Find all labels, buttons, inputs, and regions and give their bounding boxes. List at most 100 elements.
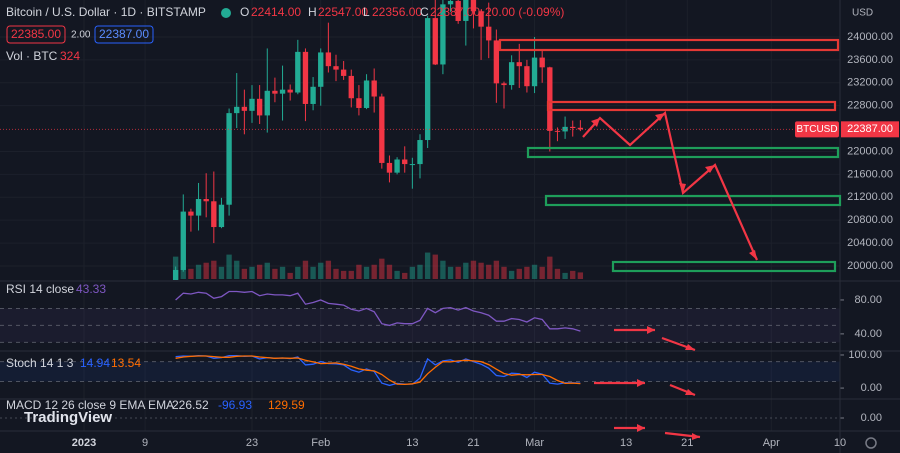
candle-body	[272, 90, 278, 94]
candle-body	[234, 106, 240, 114]
candle-body	[531, 57, 538, 87]
volume-bar	[386, 264, 393, 279]
volume-bar	[363, 266, 370, 279]
ask-box[interactable]	[94, 25, 154, 44]
x-tick-label: 21	[681, 437, 693, 449]
volume-bar	[241, 268, 248, 279]
volume-bar	[570, 270, 576, 279]
volume-bar	[287, 272, 293, 279]
volume-bar	[295, 266, 301, 279]
candle-body	[264, 90, 270, 116]
candle-body	[447, 0, 454, 5]
volume-bar	[211, 260, 217, 279]
y-tick-label: 23200.00	[847, 77, 893, 89]
candle-body	[172, 269, 179, 280]
candle-body	[463, 0, 469, 21]
bid-box[interactable]	[6, 25, 66, 44]
candle-body	[478, 11, 484, 27]
volume-bar	[402, 272, 408, 279]
candle-body	[287, 89, 293, 93]
indicator-panes	[0, 290, 844, 419]
x-tick-label: 13	[620, 437, 632, 449]
y-tick-label: 20800.00	[847, 214, 893, 226]
candle-body	[424, 18, 431, 141]
x-tick-label: 2023	[72, 437, 96, 449]
candle-body	[180, 211, 186, 270]
candle-body	[310, 86, 316, 104]
rsi-title: RSI 14 close	[6, 282, 74, 296]
candle-body	[241, 106, 248, 111]
drawings	[498, 38, 842, 440]
candle-body	[318, 52, 324, 87]
rsi-value: 43.33	[76, 282, 106, 296]
candle-body	[486, 26, 492, 41]
candle-body	[508, 62, 515, 86]
stoch-value: 13.54	[111, 356, 141, 370]
candle-body	[356, 98, 362, 108]
volume-bar	[547, 256, 553, 279]
market-status[interactable]	[221, 8, 231, 18]
volume-bar	[302, 260, 309, 279]
volume-bar	[440, 260, 446, 279]
macd-value: 129.59	[268, 398, 305, 412]
candle-body	[394, 159, 400, 173]
macd-value: -96.93	[218, 398, 252, 412]
candle-body	[195, 198, 202, 216]
candle-body	[386, 162, 393, 173]
candle-body	[501, 83, 507, 86]
volume-bar	[539, 266, 545, 279]
zone-box	[611, 260, 837, 273]
price-pane	[0, 0, 840, 280]
x-tick-label: Mar	[525, 437, 544, 449]
change: +20.00 (-0.09%)	[478, 5, 564, 19]
candle-body	[295, 51, 301, 93]
volume-bar	[447, 266, 454, 279]
x-tick-label: 13	[406, 437, 418, 449]
candle-body	[516, 62, 522, 67]
y-tick-label: 22800.00	[847, 100, 893, 112]
volume-bar	[218, 266, 225, 279]
volume-bar	[333, 268, 339, 279]
macd-value: -226.52	[168, 398, 209, 412]
symbol-tag-text: BTCUSD	[796, 124, 837, 135]
stoch-title: Stoch 14 1 3	[6, 356, 74, 370]
volume-bar	[325, 260, 332, 279]
volume-bar	[432, 254, 438, 279]
y-tick-label: 21200.00	[847, 191, 893, 203]
ohlc-key: O	[240, 5, 249, 19]
zone-box	[526, 146, 840, 159]
volume-bar	[188, 268, 194, 279]
volume-bar	[226, 254, 232, 279]
y-tick-label: 22000.00	[847, 145, 893, 157]
rsi-line	[175, 290, 581, 332]
volume-bar	[455, 266, 461, 279]
candle-body	[402, 159, 408, 165]
chart-title: Bitcoin / U.S. Dollar · 1D · BITSTAMP	[6, 5, 206, 19]
candle-body	[218, 204, 225, 228]
volume-bar	[493, 260, 500, 279]
zone-box	[498, 38, 840, 52]
candle-body	[348, 75, 354, 99]
candle-body	[470, 0, 477, 12]
volume-bar	[318, 262, 324, 279]
candle-body	[340, 69, 347, 76]
currency[interactable]: USD	[852, 8, 873, 19]
candle-body	[363, 80, 370, 108]
settings-icon[interactable]	[865, 437, 877, 449]
stoch-band	[0, 361, 840, 382]
zone-box	[546, 100, 837, 112]
volume-bar	[379, 258, 385, 279]
candle-body	[577, 127, 584, 130]
x-tick-label: Feb	[311, 437, 330, 449]
volume-bar	[516, 268, 522, 279]
price-tag-text: 22387.00	[847, 123, 893, 135]
symbol-tag	[795, 121, 839, 138]
candle-body	[249, 98, 255, 111]
volume-bar	[508, 270, 515, 279]
y-tick-label: 0.00	[861, 412, 882, 424]
candle-body	[188, 211, 194, 216]
volume-bar	[486, 264, 492, 279]
volume-bar	[310, 266, 316, 279]
candle-body	[562, 126, 568, 132]
candle-body	[539, 57, 545, 68]
